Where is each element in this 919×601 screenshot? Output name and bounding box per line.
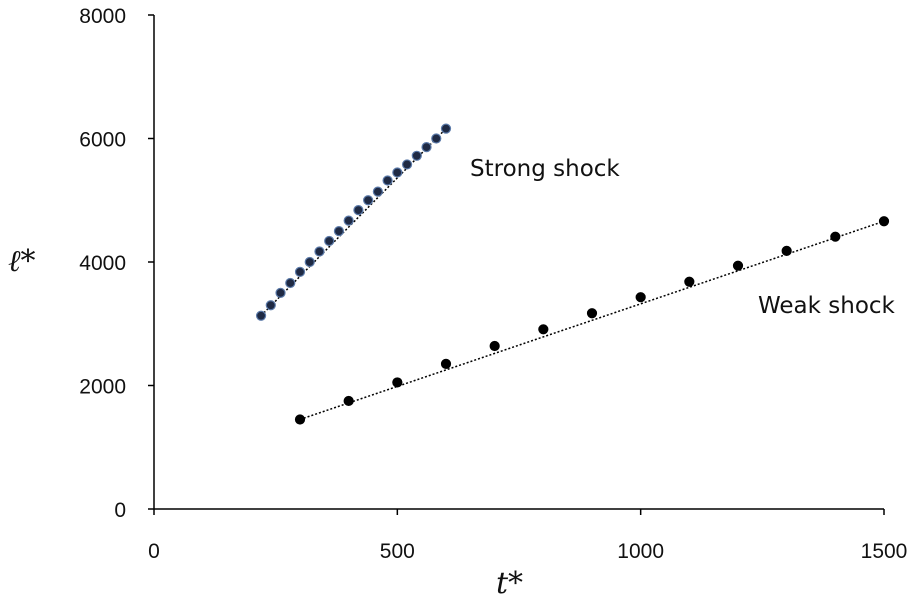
data-point-series-1 <box>411 150 422 161</box>
data-points <box>255 123 890 425</box>
data-point-series-2 <box>586 308 598 319</box>
strong-shock-annotation: Strong shock <box>470 156 620 182</box>
y-tick-label: 8000 <box>79 5 126 28</box>
data-point-series-1 <box>382 175 393 186</box>
data-point-series-2 <box>781 245 792 256</box>
data-point-series-1 <box>314 246 325 257</box>
data-point-series-1 <box>401 159 413 170</box>
data-point-series-2 <box>440 358 452 369</box>
data-point-series-2 <box>684 276 695 287</box>
data-point-series-1 <box>431 133 442 144</box>
data-point-series-2 <box>538 324 549 335</box>
data-point-series-1 <box>353 205 364 216</box>
data-point-series-2 <box>878 216 890 227</box>
data-point-series-2 <box>830 231 841 242</box>
data-point-series-1 <box>333 226 345 237</box>
data-point-series-2 <box>489 340 500 352</box>
data-point-series-2 <box>635 292 646 303</box>
data-point-series-2 <box>392 377 403 388</box>
data-point-series-1 <box>372 186 383 197</box>
y-tick-label: 0 <box>114 499 126 522</box>
x-tick-label: 500 <box>380 540 415 563</box>
data-point-series-1 <box>294 266 306 277</box>
data-point-series-1 <box>343 215 354 226</box>
trendline-series-2 <box>299 220 885 421</box>
x-tick-label: 1000 <box>617 540 664 563</box>
x-tick-label: 0 <box>148 540 160 563</box>
data-point-series-1 <box>363 195 374 206</box>
y-tick-label: 6000 <box>79 129 126 152</box>
weak-shock-annotation: Weak shock <box>758 293 896 319</box>
data-point-series-1 <box>324 235 335 247</box>
data-point-series-1 <box>255 310 267 321</box>
data-point-series-2 <box>732 260 744 271</box>
data-point-series-1 <box>265 300 276 311</box>
axes <box>153 15 884 510</box>
y-tick-label: 2000 <box>79 376 126 399</box>
data-point-series-1 <box>304 256 315 268</box>
x-tick-label: 1500 <box>861 540 908 563</box>
ticks: 0 500 1000 1500 0 2000 4000 6000 8000 <box>79 5 907 563</box>
data-point-series-2 <box>294 414 306 425</box>
data-point-series-1 <box>440 123 452 134</box>
data-point-series-1 <box>421 142 432 153</box>
data-point-series-1 <box>275 287 286 298</box>
y-tick-label: 4000 <box>79 252 126 275</box>
y-axis-title: ℓ* <box>8 244 36 279</box>
data-point-series-2 <box>343 395 354 407</box>
x-axis-title: t* <box>496 566 523 601</box>
data-point-series-1 <box>285 277 296 289</box>
data-point-series-1 <box>392 167 403 178</box>
